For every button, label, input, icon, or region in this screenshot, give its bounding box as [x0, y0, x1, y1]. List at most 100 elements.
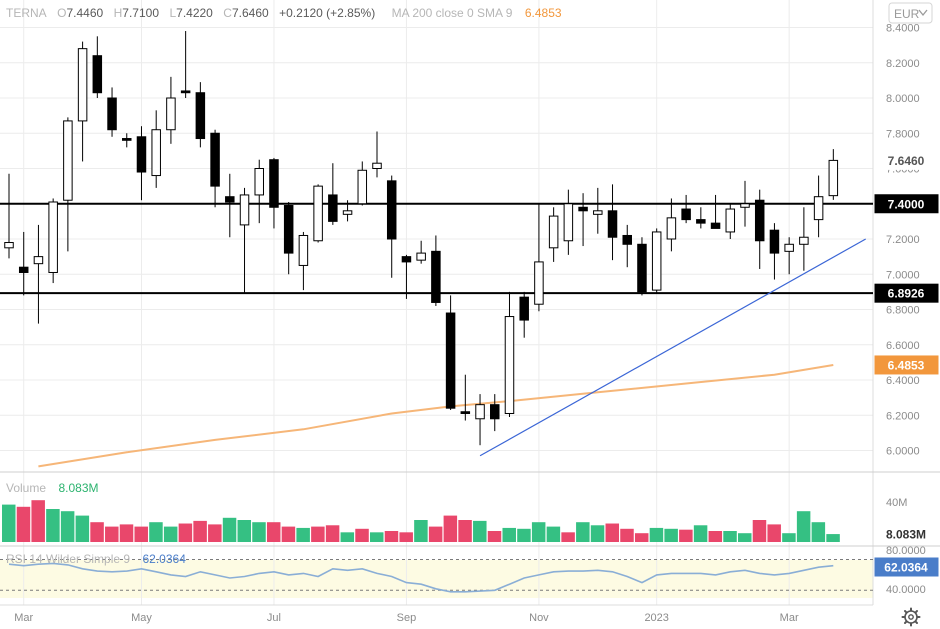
candle-body-up [475, 404, 485, 420]
volume-bar [399, 532, 413, 542]
candle [254, 159, 264, 224]
candle-body-down [136, 136, 147, 173]
volume-bar [826, 534, 840, 542]
candle-body-down [210, 132, 220, 187]
candle [519, 291, 529, 338]
candle-body-up [784, 243, 794, 252]
time-tick-label: Nov [529, 612, 549, 624]
candle [136, 126, 147, 201]
candle [813, 175, 824, 238]
candle [710, 194, 721, 229]
candle-body-up [239, 194, 250, 226]
volume-bar [693, 525, 708, 542]
settings-gear-icon[interactable] [901, 607, 921, 627]
rsi-band [0, 560, 873, 598]
rsi-axis-label-80: 80.0000 [886, 545, 926, 557]
ma200-badge: 6.4853 [888, 358, 925, 372]
legend-ma-label: MA 200 close 0 SMA 9 [392, 6, 513, 20]
candle [33, 224, 44, 324]
candle-body-up [740, 203, 750, 208]
volume-value: 8.083M [58, 481, 98, 495]
time-tick-label: Mar [14, 612, 33, 624]
trendline-layer [479, 238, 866, 457]
volume-bars-layer [2, 500, 840, 542]
candle-body-up [357, 169, 368, 205]
price-axis-ticks: 8.40008.20008.00007.80007.60007.40007.20… [886, 23, 920, 458]
candle-body-up [725, 208, 736, 233]
candle [416, 240, 426, 264]
candle-body-down [460, 411, 471, 414]
candle [342, 200, 353, 222]
candle-body-up [799, 236, 809, 245]
candle [107, 87, 117, 137]
candle [210, 129, 220, 208]
volume-bar [546, 526, 561, 542]
candle-body-up [298, 234, 309, 266]
candle [122, 133, 132, 148]
candle-body-up [828, 159, 839, 197]
volume-bar [90, 522, 104, 542]
candle-body-up [534, 261, 544, 305]
candle [401, 254, 412, 299]
candle [578, 193, 588, 247]
candle [151, 110, 161, 188]
candle [269, 157, 279, 229]
candle [593, 187, 603, 234]
candle [48, 198, 58, 284]
candle-body-up [4, 242, 14, 249]
candle-body-up [342, 210, 353, 215]
currency-dropdown-box[interactable] [888, 2, 933, 24]
volume-axis-label: 40M [886, 497, 907, 509]
volume-bar [605, 523, 620, 542]
candle-body-down [622, 234, 632, 245]
legend-high-label: H [114, 6, 123, 20]
volume-bar [811, 522, 826, 542]
candle-body-up [48, 201, 58, 273]
candle [475, 394, 485, 446]
candle [386, 175, 397, 278]
candle-body-up [63, 120, 73, 201]
candle [740, 180, 750, 227]
rsi-badge: 62.0364 [884, 561, 928, 575]
level-badge-upper-bg [874, 194, 939, 214]
volume-bar [2, 504, 16, 542]
volume-bar [531, 522, 546, 542]
legend-open-value: 7.4460 [66, 6, 103, 20]
volume-bar [311, 526, 325, 542]
time-tick-label: Jul [267, 612, 281, 624]
rsi-label: RSI 14 Wilder Simple 9 [6, 552, 130, 566]
candle [328, 163, 338, 225]
volume-bar [75, 515, 90, 542]
volume-bar [370, 532, 384, 542]
volume-bar [208, 524, 222, 542]
currency-dropdown[interactable]: EUR [888, 2, 933, 24]
candle-body-down [401, 256, 412, 263]
volume-bar [60, 511, 75, 542]
chart-legend: TERNA O7.4460 H7.7100 L7.4220 C7.6460 +0… [6, 4, 562, 21]
price-tick-label: 7.2000 [886, 234, 920, 246]
candle [725, 203, 736, 239]
volume-bar [119, 524, 134, 542]
volume-bar [281, 526, 296, 542]
volume-bar [178, 523, 193, 542]
volume-bar [134, 526, 148, 542]
candle-body-up [504, 316, 515, 414]
price-tick-label: 6.8000 [886, 305, 920, 317]
candle [754, 189, 765, 269]
rsi-layer [0, 559, 873, 593]
level-badge-lower-bg [874, 283, 939, 303]
price-tick-label: 6.2000 [886, 410, 920, 422]
volume-bar [473, 520, 487, 542]
volume-bar [252, 522, 266, 542]
volume-bar [752, 520, 767, 542]
candle-body-up [593, 210, 603, 215]
candle [357, 161, 368, 206]
volume-bar [782, 533, 796, 542]
time-axis-ticks: Mar May Jul Sep Nov 2023 Mar [14, 612, 799, 624]
candle [460, 374, 471, 421]
currency-label: EUR [894, 7, 920, 21]
volume-bar [590, 525, 605, 542]
candle-body-down [386, 180, 397, 240]
volume-bar [634, 533, 649, 542]
